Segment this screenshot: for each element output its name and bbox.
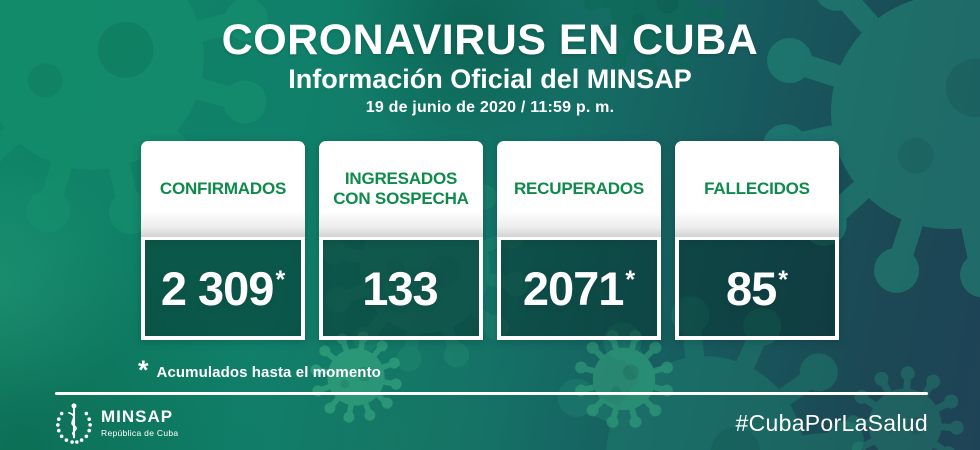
stat-label: INGRESADOS CON SOSPECHA xyxy=(333,169,469,208)
stat-card-header: INGRESADOS CON SOSPECHA xyxy=(319,141,483,237)
stat-value-box: 85* xyxy=(675,237,839,340)
stat-value: 2071* xyxy=(522,261,636,315)
asterisk-marker: * xyxy=(778,265,788,294)
stat-card-header: FALLECIDOS xyxy=(675,141,839,237)
page-title: CORONAVIRUS EN CUBA xyxy=(221,16,759,64)
footnote: * Acumulados hasta el momento xyxy=(138,357,381,384)
header: CORONAVIRUS EN CUBA Información Oficial … xyxy=(0,16,980,117)
report-date: 19 de junio de 2020 / 11:59 p. m. xyxy=(365,99,615,117)
stat-value: 85* xyxy=(725,261,788,315)
stat-value-box: 2071* xyxy=(497,237,661,340)
stat-card-ingresados: INGRESADOS CON SOSPECHA 133 xyxy=(319,141,483,340)
asterisk-marker: * xyxy=(625,265,636,294)
footer: MINSAP República de Cuba #CubaPorLaSalud xyxy=(55,400,928,446)
stat-label: RECUPERADOS xyxy=(513,179,645,199)
stat-label: CONFIRMADOS xyxy=(159,179,287,199)
minsap-emblem-icon xyxy=(56,403,92,444)
footnote-text: Acumulados hasta el momento xyxy=(156,364,381,381)
footer-divider-line xyxy=(55,392,928,395)
stat-value-box: 2 309* xyxy=(141,237,305,340)
stat-value-box: 133 xyxy=(319,237,483,340)
campaign-hashtag: #CubaPorLaSalud xyxy=(735,409,928,436)
stat-card-fallecidos: FALLECIDOS 85* xyxy=(675,141,839,340)
stat-label: FALLECIDOS xyxy=(704,179,810,199)
stat-card-recuperados: RECUPERADOS 2071* xyxy=(497,141,661,340)
minsap-logo: MINSAP República de Cuba xyxy=(55,401,178,445)
stat-card-header: CONFIRMADOS xyxy=(141,141,305,237)
asterisk-marker: * xyxy=(275,265,286,294)
page-subtitle: Información Oficial del MINSAP xyxy=(288,64,692,95)
stats-row: CONFIRMADOS 2 309* INGRESADOS CON SOSPEC… xyxy=(0,141,980,340)
footnote-asterisk: * xyxy=(138,355,149,385)
logo-org-name: MINSAP xyxy=(101,407,174,427)
stat-card-confirmados: CONFIRMADOS 2 309* xyxy=(141,141,305,340)
logo-org-subtext: República de Cuba xyxy=(101,427,179,438)
logo-text-block: MINSAP República de Cuba xyxy=(101,407,179,438)
stat-value: 133 xyxy=(362,261,438,315)
stat-value: 2 309* xyxy=(160,261,286,315)
stat-card-header: RECUPERADOS xyxy=(497,141,661,237)
